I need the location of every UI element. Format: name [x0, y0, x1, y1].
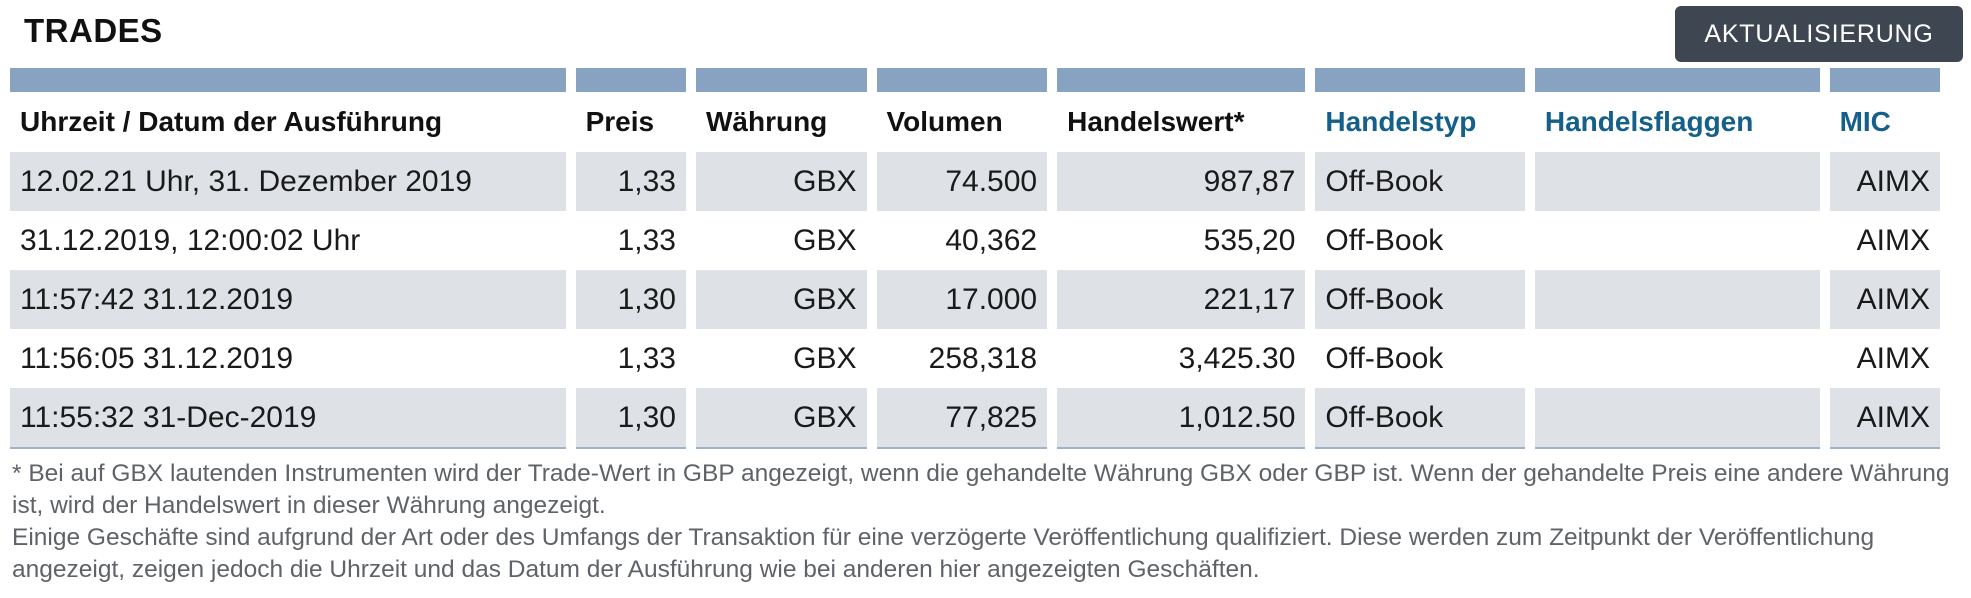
cell-trade-value: 1,012.50: [1057, 388, 1306, 449]
cell-trade-flags: [1535, 211, 1820, 270]
cell-price: 1,33: [575, 152, 686, 211]
cell-mic: AIMX: [1829, 388, 1940, 449]
table-row: 12.02.21 Uhr, 31. Dezember 2019 1,33 GBX…: [10, 152, 1940, 211]
cell-currency: GBX: [695, 152, 867, 211]
column-header-trade-flags[interactable]: Handelsflaggen: [1534, 68, 1820, 152]
cell-mic: AIMX: [1856, 341, 1930, 375]
column-header-volume: Volumen: [876, 68, 1048, 152]
cell-price: 1,33: [617, 341, 676, 375]
refresh-button[interactable]: AKTUALISIERUNG: [1675, 6, 1963, 62]
cell-volume: 40,362: [945, 223, 1038, 257]
cell-mic: AIMX: [1829, 270, 1940, 329]
cell-volume: 74.500: [876, 152, 1048, 211]
table-row: 11:55:32 31-Dec-2019 1,30 GBX 77,825 1,0…: [10, 388, 1940, 449]
cell-trade-type: Off-Book: [1315, 270, 1525, 329]
footnote-trade-value-note: * Bei auf GBX lautenden Instrumenten wir…: [12, 460, 1950, 519]
cell-trade-value: 221,17: [1057, 270, 1306, 329]
cell-currency: GBX: [793, 341, 857, 375]
cell-volume: 77,825: [876, 388, 1048, 449]
cell-trade-flags: [1534, 152, 1820, 211]
cell-price: 1,30: [575, 270, 686, 329]
cell-trade-flags: [1535, 329, 1820, 388]
cell-trade-type: Off-Book: [1315, 152, 1525, 211]
trades-table: Uhrzeit / Datum der Ausführung Preis Wäh…: [0, 68, 1950, 449]
column-header-currency: Währung: [695, 68, 867, 152]
cell-trade-type: Off-Book: [1325, 341, 1444, 375]
cell-time: 31.12.2019, 12:00:02 Uhr: [20, 223, 361, 257]
column-header-price: Preis: [575, 68, 686, 152]
table-header-row: Uhrzeit / Datum der Ausführung Preis Wäh…: [10, 68, 1940, 152]
cell-price: 1,33: [617, 223, 676, 257]
column-header-trade-type[interactable]: Handelstyp: [1315, 68, 1525, 152]
column-header-mic[interactable]: MIC: [1829, 68, 1940, 152]
cell-mic: AIMX: [1829, 152, 1940, 211]
cell-currency: GBX: [695, 388, 867, 449]
cell-time: 12.02.21 Uhr, 31. Dezember 2019: [10, 152, 566, 211]
cell-trade-value: 987,87: [1057, 152, 1306, 211]
cell-mic: AIMX: [1856, 223, 1930, 257]
cell-price: 1,30: [575, 388, 686, 449]
cell-currency: GBX: [695, 270, 867, 329]
cell-trade-flags: [1534, 388, 1820, 449]
cell-volume: 17.000: [876, 270, 1048, 329]
cell-time: 11:55:32 31-Dec-2019: [10, 388, 566, 449]
cell-trade-type: Off-Book: [1315, 388, 1525, 449]
table-row: 11:57:42 31.12.2019 1,30 GBX 17.000 221,…: [10, 270, 1940, 329]
section-title: TRADES: [24, 12, 163, 49]
cell-trade-type: Off-Book: [1325, 223, 1444, 257]
cell-trade-flags: [1534, 270, 1820, 329]
table-row: 31.12.2019, 12:00:02 Uhr 1,33 GBX 40,362…: [10, 211, 1940, 270]
cell-volume: 258,318: [928, 341, 1038, 375]
table-row: 11:56:05 31.12.2019 1,33 GBX 258,318 3,4…: [10, 329, 1940, 388]
column-header-trade-value: Handelswert*: [1057, 68, 1306, 152]
footnote: * Bei auf GBX lautenden Instrumenten wir…: [12, 458, 1962, 586]
cell-currency: GBX: [793, 223, 857, 257]
cell-trade-value: 3,425.30: [1178, 341, 1296, 375]
cell-time: 11:56:05 31.12.2019: [20, 341, 294, 375]
cell-time: 11:57:42 31.12.2019: [10, 270, 566, 329]
cell-trade-value: 535,20: [1203, 223, 1296, 257]
footnote-delayed-publication-note: Einige Geschäfte sind aufgrund der Art o…: [12, 524, 1875, 583]
column-header-time: Uhrzeit / Datum der Ausführung: [10, 68, 566, 152]
